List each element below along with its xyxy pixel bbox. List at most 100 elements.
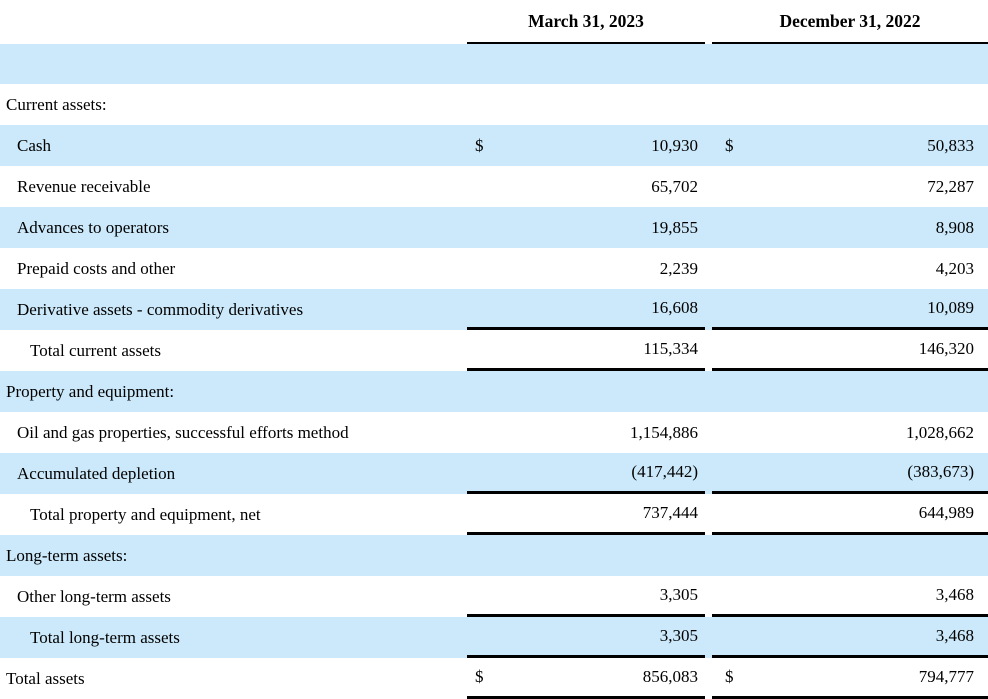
- value-cell-december: 72,287: [712, 166, 988, 207]
- value-cell-december: [712, 535, 988, 576]
- table-row-cash: Cash $10,930 $50,833: [0, 125, 988, 166]
- header-label-spacer: [0, 0, 467, 44]
- row-label-cell: Advances to operators: [0, 207, 467, 248]
- value-december: 3,468: [935, 585, 974, 604]
- value-march: 1,154,886: [630, 422, 698, 442]
- value-cell-march: 115,334: [467, 330, 705, 371]
- table-row-oil-and-gas-properties: Oil and gas properties, successful effor…: [0, 412, 988, 453]
- row-label: Total property and equipment, net: [30, 504, 261, 524]
- value-december: 10,089: [927, 298, 974, 317]
- table-row-total-current-assets: Total current assets 115,334 146,320: [0, 330, 988, 371]
- column-gap: [705, 535, 712, 576]
- value-cell-march: 3,305: [467, 617, 705, 658]
- column-gap: [705, 494, 712, 535]
- value-cell-march: 1,154,886: [467, 412, 705, 453]
- value-december: 3,468: [935, 626, 974, 645]
- row-label: Cash: [17, 135, 51, 155]
- row-label: Advances to operators: [17, 217, 170, 237]
- value-cell-december: $794,777: [712, 658, 988, 699]
- column-gap: [705, 248, 712, 289]
- row-label: Oil and gas properties, successful effor…: [17, 422, 349, 442]
- row-label: Total assets: [6, 668, 85, 688]
- row-label-cell: Accumulated depletion: [0, 453, 467, 494]
- value-cell-december: 644,989: [712, 494, 988, 535]
- value-march: 856,083: [642, 667, 698, 686]
- table-row-other-long-term-assets: Other long-term assets 3,305 3,468: [0, 576, 988, 617]
- value-march: 19,855: [651, 217, 698, 237]
- value-march: 115,334: [643, 339, 698, 358]
- value-cell-december: [712, 84, 988, 125]
- column-gap: [705, 0, 712, 44]
- row-label-cell: Property and equipment:: [0, 371, 467, 412]
- row-label: Long-term assets:: [6, 545, 128, 565]
- row-label: Current assets:: [6, 94, 107, 114]
- value-march: 10,930: [651, 135, 698, 155]
- value-cell-march: 19,855: [467, 207, 705, 248]
- row-label: Other long-term assets: [17, 586, 171, 606]
- row-label-cell: Current assets:: [0, 84, 467, 125]
- row-label-cell: Other long-term assets: [0, 576, 467, 617]
- column-gap: [705, 207, 712, 248]
- column-header-march-31-2023: March 31, 2023: [467, 0, 705, 44]
- column-gap: [705, 658, 712, 699]
- row-label-cell: Total assets: [0, 658, 467, 699]
- value-december: 8,908: [935, 217, 974, 237]
- table-row-total-property-and-equipment-net: Total property and equipment, net 737,444…: [0, 494, 988, 535]
- row-label-cell: Cash: [0, 125, 467, 166]
- value-cell-december: 3,468: [712, 576, 988, 617]
- value-cell-december: [712, 371, 988, 412]
- row-label: Derivative assets - commodity derivative…: [17, 299, 304, 319]
- table-row-total-assets: Total assets $856,083 $794,777: [0, 658, 988, 699]
- value-march: 16,608: [651, 298, 698, 317]
- value-cell-march: [467, 84, 705, 125]
- row-label-cell: Total long-term assets: [0, 617, 467, 658]
- value-december: 4,203: [935, 258, 974, 278]
- row-label-cell: Total current assets: [0, 330, 467, 371]
- row-label: Revenue receivable: [17, 176, 151, 196]
- row-label-cell: Prepaid costs and other: [0, 248, 467, 289]
- row-label-cell: Revenue receivable: [0, 166, 467, 207]
- column-gap: [705, 371, 712, 412]
- column-gap: [705, 166, 712, 207]
- value-cell-march: 65,702: [467, 166, 705, 207]
- value-cell-march: [467, 371, 705, 412]
- value-cell-december: $50,833: [712, 125, 988, 166]
- value-december: 1,028,662: [906, 422, 974, 442]
- row-label: Prepaid costs and other: [17, 258, 176, 278]
- row-label-cell: Oil and gas properties, successful effor…: [0, 412, 467, 453]
- table-row-long-term-assets-header: Long-term assets:: [0, 535, 988, 576]
- value-cell-december: 4,203: [712, 248, 988, 289]
- table-row-advances-to-operators: Advances to operators 19,855 8,908: [0, 207, 988, 248]
- column-gap: [705, 412, 712, 453]
- value-cell-march: (417,442): [467, 453, 705, 494]
- dollar-sign-march: $: [475, 667, 484, 686]
- value-december: 644,989: [918, 503, 974, 522]
- table-row-derivative-assets: Derivative assets - commodity derivative…: [0, 289, 988, 330]
- value-december: (383,673): [907, 462, 974, 481]
- value-cell-march: $856,083: [467, 658, 705, 699]
- value-cell-march: 3,305: [467, 576, 705, 617]
- dollar-sign-march: $: [475, 135, 484, 155]
- table-row-accumulated-depletion: Accumulated depletion (417,442) (383,673): [0, 453, 988, 494]
- table-header-row: March 31, 2023 December 31, 2022: [0, 0, 988, 44]
- column-gap: [705, 84, 712, 125]
- row-label-cell: Long-term assets:: [0, 535, 467, 576]
- dollar-sign-december: $: [725, 135, 734, 155]
- table-row-property-and-equipment-header: Property and equipment:: [0, 371, 988, 412]
- value-cell-december: (383,673): [712, 453, 988, 494]
- value-cell-march: 737,444: [467, 494, 705, 535]
- table-row-total-long-term-assets: Total long-term assets 3,305 3,468: [0, 617, 988, 658]
- row-label-cell: Derivative assets - commodity derivative…: [0, 289, 467, 330]
- column-gap: [705, 453, 712, 494]
- value-december: 50,833: [927, 135, 974, 155]
- column-gap: [705, 576, 712, 617]
- value-march: 737,444: [642, 503, 698, 522]
- value-cell-march: [467, 535, 705, 576]
- value-december: 794,777: [918, 667, 974, 686]
- column-gap: [705, 330, 712, 371]
- row-label: Total current assets: [30, 340, 161, 360]
- value-cell-march: 2,239: [467, 248, 705, 289]
- row-label-cell: Total property and equipment, net: [0, 494, 467, 535]
- row-label: Accumulated depletion: [17, 463, 176, 483]
- column-gap: [705, 617, 712, 658]
